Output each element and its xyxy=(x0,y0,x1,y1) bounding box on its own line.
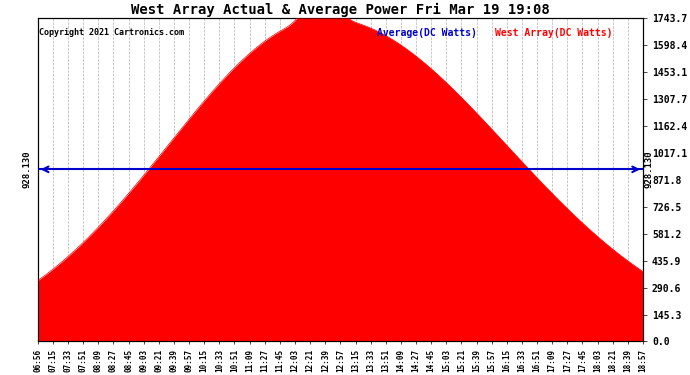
Text: Copyright 2021 Cartronics.com: Copyright 2021 Cartronics.com xyxy=(39,28,184,37)
Title: West Array Actual & Average Power Fri Mar 19 19:08: West Array Actual & Average Power Fri Ma… xyxy=(131,3,550,17)
Text: West Array(DC Watts): West Array(DC Watts) xyxy=(495,28,612,38)
Text: Average(DC Watts): Average(DC Watts) xyxy=(377,28,477,38)
Text: 928.130: 928.130 xyxy=(644,150,653,188)
Text: 928.130: 928.130 xyxy=(23,150,32,188)
